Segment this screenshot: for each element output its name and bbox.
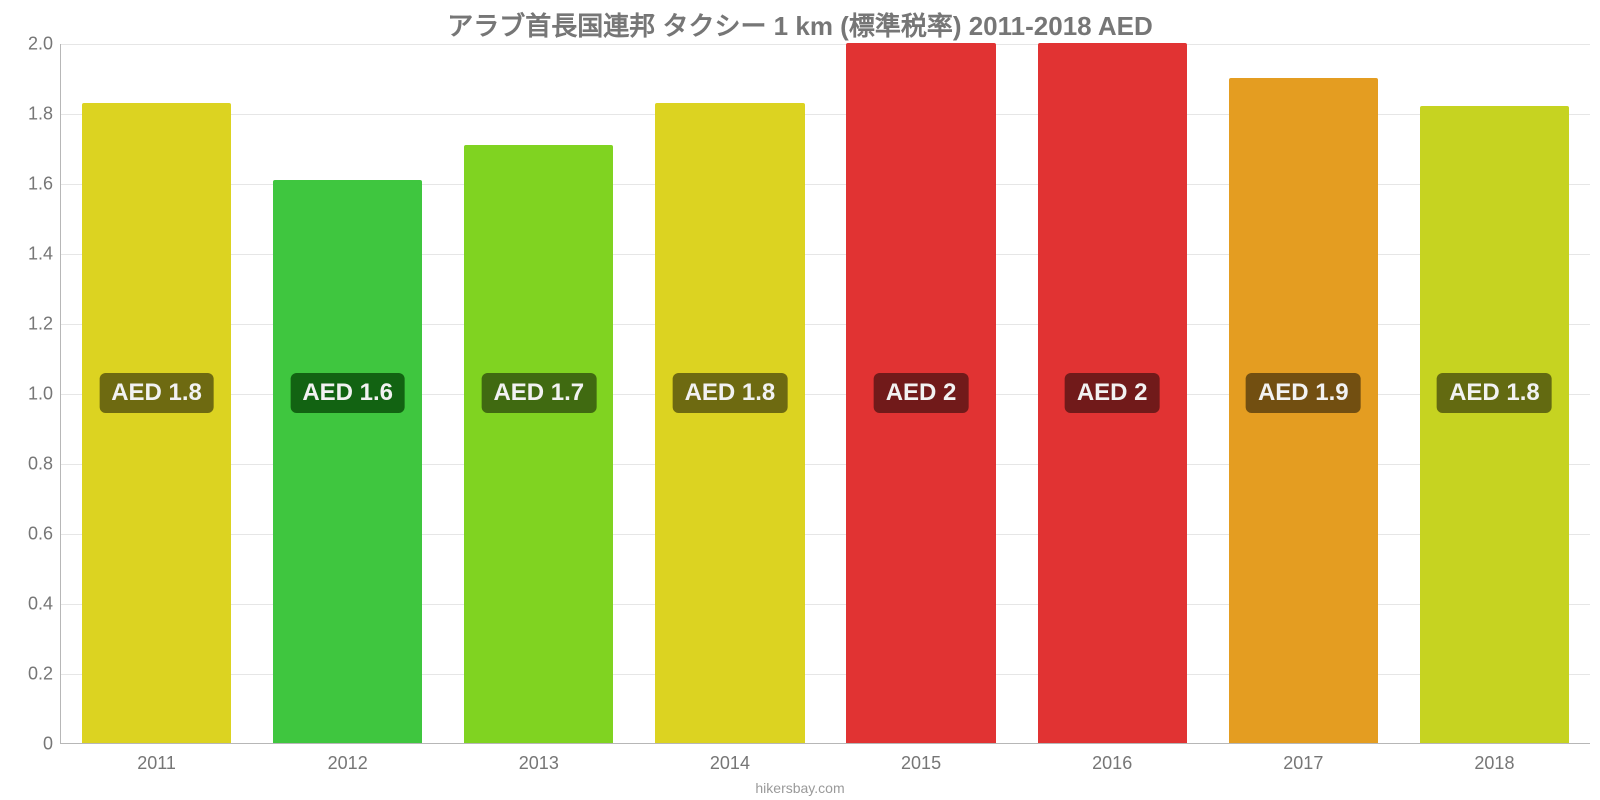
y-tick-label: 2.0: [28, 34, 61, 55]
y-tick-label: 1.8: [28, 104, 61, 125]
bar-slot: AED 22015: [826, 44, 1017, 743]
x-tick-label: 2017: [1283, 743, 1323, 774]
bar-value-label: AED 2: [1065, 373, 1160, 413]
bar-value-label: AED 1.6: [290, 373, 405, 413]
bar-value-label: AED 1.8: [99, 373, 214, 413]
bar-slot: AED 1.82014: [634, 44, 825, 743]
bar-value-label: AED 1.9: [1246, 373, 1361, 413]
x-tick-label: 2016: [1092, 743, 1132, 774]
bar-chart: アラブ首長国連邦 タクシー 1 km (標準税率) 2011-2018 AED …: [0, 0, 1600, 800]
x-tick-label: 2011: [137, 743, 176, 774]
y-tick-label: 1.6: [28, 174, 61, 195]
y-tick-label: 0: [43, 734, 61, 755]
bar-value-label: AED 1.7: [481, 373, 596, 413]
bar: AED 2: [846, 43, 995, 743]
y-tick-label: 0.6: [28, 524, 61, 545]
bar-slot: AED 1.82011: [61, 44, 252, 743]
bar: AED 1.8: [1420, 106, 1569, 743]
bar: AED 1.9: [1229, 78, 1378, 743]
x-tick-label: 2015: [901, 743, 941, 774]
bar: AED 1.8: [82, 103, 231, 744]
y-tick-label: 0.4: [28, 594, 61, 615]
x-tick-label: 2018: [1474, 743, 1514, 774]
plot-area: 00.20.40.60.81.01.21.41.61.82.0AED 1.820…: [60, 44, 1590, 744]
bar: AED 1.7: [464, 145, 613, 744]
chart-title: アラブ首長国連邦 タクシー 1 km (標準税率) 2011-2018 AED: [0, 0, 1600, 45]
bar-slot: AED 22016: [1017, 44, 1208, 743]
bar-value-label: AED 1.8: [673, 373, 788, 413]
bar-slot: AED 1.92017: [1208, 44, 1399, 743]
bar-slot: AED 1.72013: [443, 44, 634, 743]
y-tick-label: 1.0: [28, 384, 61, 405]
y-tick-label: 1.2: [28, 314, 61, 335]
x-tick-label: 2014: [710, 743, 750, 774]
bar-value-label: AED 1.8: [1437, 373, 1552, 413]
chart-credit: hikersbay.com: [0, 780, 1600, 796]
bar: AED 2: [1038, 43, 1187, 743]
bar-slot: AED 1.62012: [252, 44, 443, 743]
bar: AED 1.6: [273, 180, 422, 744]
x-tick-label: 2012: [328, 743, 368, 774]
bar-value-label: AED 2: [874, 373, 969, 413]
y-tick-label: 1.4: [28, 244, 61, 265]
y-tick-label: 0.8: [28, 454, 61, 475]
y-tick-label: 0.2: [28, 664, 61, 685]
bars-container: AED 1.82011AED 1.62012AED 1.72013AED 1.8…: [61, 44, 1590, 743]
bar-slot: AED 1.82018: [1399, 44, 1590, 743]
bar: AED 1.8: [655, 103, 804, 744]
x-tick-label: 2013: [519, 743, 559, 774]
